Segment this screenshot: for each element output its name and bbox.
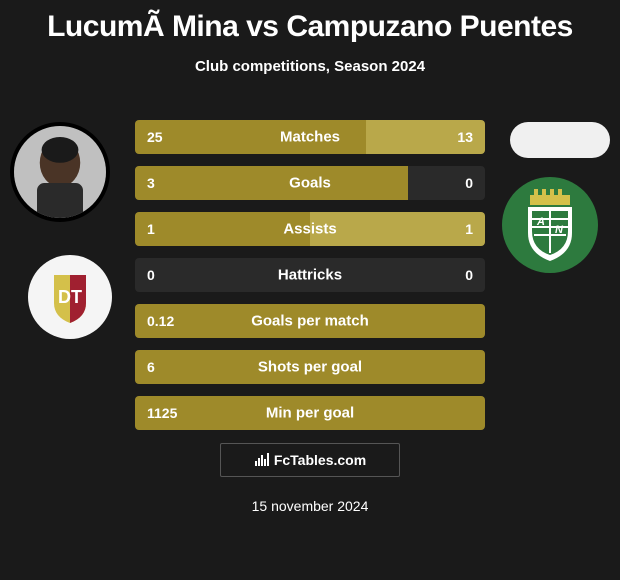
stat-bar: 3Goals0 xyxy=(135,166,485,200)
stat-value-right: 13 xyxy=(457,129,473,145)
stat-bar: 25Matches13 xyxy=(135,120,485,154)
subtitle: Club competitions, Season 2024 xyxy=(0,58,620,75)
player-left-photo xyxy=(10,122,110,222)
stat-label: Assists xyxy=(135,221,485,238)
stat-bar: 0Hattricks0 xyxy=(135,258,485,292)
stat-label: Min per goal xyxy=(135,405,485,422)
team-left-logo: DT xyxy=(28,255,112,339)
stat-label: Shots per goal xyxy=(135,359,485,376)
stat-bar: 1Assists1 xyxy=(135,212,485,246)
chart-icon xyxy=(254,451,270,470)
stat-label: Goals xyxy=(135,175,485,192)
footer-brand-text: FcTables.com xyxy=(274,452,366,468)
team-right-logo: A N xyxy=(500,175,600,275)
team-shield-icon: A N xyxy=(500,175,600,275)
svg-text:DT: DT xyxy=(58,287,82,307)
svg-text:N: N xyxy=(555,224,564,236)
stat-label: Matches xyxy=(135,129,485,146)
stats-container: 25Matches133Goals01Assists10Hattricks00.… xyxy=(135,120,485,442)
stat-bar: 0.12Goals per match xyxy=(135,304,485,338)
stat-label: Goals per match xyxy=(135,313,485,330)
stat-label: Hattricks xyxy=(135,267,485,284)
date-text: 15 november 2024 xyxy=(252,498,369,514)
stat-bar: 1125Min per goal xyxy=(135,396,485,430)
stat-value-right: 0 xyxy=(465,175,473,191)
stat-value-right: 1 xyxy=(465,221,473,237)
page-title: LucumÃ Mina vs Campuzano Puentes xyxy=(0,0,620,44)
team-shield-icon: DT xyxy=(28,255,112,339)
player-silhouette-icon xyxy=(14,126,106,218)
footer-brand: FcTables.com xyxy=(220,443,400,477)
player-right-photo xyxy=(510,122,610,158)
stat-value-right: 0 xyxy=(465,267,473,283)
stat-bar: 6Shots per goal xyxy=(135,350,485,384)
svg-text:A: A xyxy=(536,216,545,228)
